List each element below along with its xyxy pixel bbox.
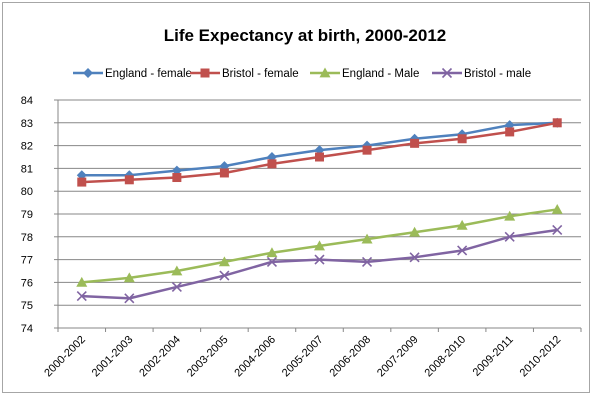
legend-label: England - female	[105, 68, 192, 80]
series-3	[76, 224, 563, 304]
axes	[54, 99, 582, 332]
data-point	[409, 226, 421, 237]
y-tick-label: 84	[21, 95, 33, 107]
series-2	[76, 203, 563, 287]
x-tick-label: 2005-2007	[280, 334, 326, 380]
legend-label: Bristol - female	[222, 68, 299, 80]
legend-item: England - female	[73, 68, 192, 80]
data-point	[410, 138, 420, 148]
y-tick-label: 81	[21, 163, 33, 175]
x-tick-labels: 2000-2002 2001-2003 2002-2004 2003-2005 2004…	[42, 334, 563, 380]
data-point	[77, 177, 87, 187]
data-point	[457, 245, 468, 256]
legend-item: Bristol - female	[190, 68, 299, 80]
y-tick-label: 75	[21, 300, 33, 312]
y-tick-label: 79	[21, 209, 33, 221]
x-tick-label: 2001-2003	[90, 334, 136, 380]
x-tick-label: 2004-2006	[232, 334, 278, 380]
y-tick-label: 77	[21, 255, 33, 267]
series-group	[76, 117, 563, 304]
data-point	[457, 134, 467, 144]
y-tick-label: 82	[21, 141, 33, 153]
series-0	[76, 117, 563, 181]
data-point	[361, 233, 373, 244]
data-point	[504, 231, 515, 242]
x-tick-label: 2010-2012	[518, 334, 564, 380]
data-point	[76, 276, 88, 287]
y-tick-label: 74	[21, 323, 33, 335]
data-point	[362, 145, 372, 155]
legend-item: England - Male	[310, 67, 419, 80]
gridlines	[58, 99, 581, 306]
data-point	[552, 224, 563, 236]
data-point	[456, 219, 468, 230]
data-point	[315, 152, 324, 162]
data-point	[266, 256, 278, 267]
data-point	[266, 247, 278, 258]
legend-label: England - Male	[342, 68, 419, 80]
y-tick-labels: 74 75 76 77 78 79 80 81 82 83 84	[21, 95, 33, 335]
x-tick-label: 2003-2005	[185, 334, 231, 380]
data-point	[361, 256, 373, 267]
x-tick-label: 2008-2010	[423, 334, 469, 380]
data-point	[124, 293, 135, 304]
data-point	[409, 252, 420, 263]
data-point	[505, 127, 515, 137]
data-point	[314, 254, 325, 265]
data-point	[124, 175, 134, 185]
x-tick-label: 2007-2009	[375, 334, 421, 380]
y-tick-label: 76	[21, 277, 33, 289]
x-tick-label: 2006-2008	[327, 334, 373, 380]
y-tick-label: 78	[21, 232, 33, 244]
data-point	[219, 270, 230, 281]
legend-marker	[83, 68, 93, 78]
data-point	[219, 168, 229, 178]
data-point	[218, 256, 230, 267]
legend: England - female Bristol - female England …	[73, 67, 531, 80]
series-line	[81, 228, 558, 300]
data-point	[314, 240, 325, 251]
legend-marker	[319, 67, 331, 78]
legend-label: Bristol - male	[464, 68, 531, 80]
data-point	[551, 203, 563, 214]
data-point	[76, 291, 87, 302]
x-tick-label: 2009-2011	[471, 334, 516, 379]
y-tick-label: 80	[21, 186, 33, 198]
data-point	[552, 118, 562, 128]
chart-title: Life Expectancy at birth, 2000-2012	[164, 26, 447, 45]
data-point	[172, 173, 182, 183]
data-point	[171, 281, 182, 293]
x-tick-label: 2000-2002	[42, 334, 88, 380]
legend-marker	[441, 67, 453, 79]
data-point	[504, 210, 516, 221]
data-point	[267, 159, 277, 169]
x-tick-label: 2002-2004	[137, 334, 183, 380]
series-1	[77, 118, 562, 187]
legend-marker	[200, 68, 210, 78]
data-point	[123, 272, 135, 283]
legend-item: Bristol - male	[432, 67, 531, 80]
y-tick-label: 83	[21, 118, 33, 130]
data-point	[171, 265, 183, 276]
